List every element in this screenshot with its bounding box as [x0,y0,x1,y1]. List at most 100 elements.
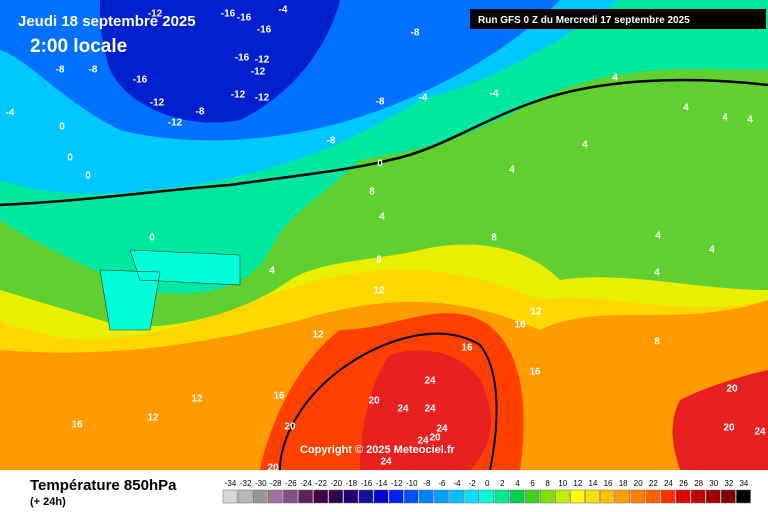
legend-tick-label: -26 [285,479,297,488]
legend-tick-label: -28 [270,479,282,488]
legend-tick-label: -24 [300,479,312,488]
contour-label: 0 [149,233,155,244]
legend-tick-label: -10 [406,479,418,488]
legend-tick-label: 8 [545,479,550,488]
contour-label: -8 [56,65,65,76]
contour-label: 20 [267,463,279,474]
contour-label: 0 [85,171,91,182]
legend-tick-label: -12 [391,479,403,488]
contour-label: -12 [255,55,270,66]
legend-tick-label: -20 [330,479,342,488]
contour-label: 8 [369,187,375,198]
contour-label: -4 [279,5,288,16]
contour-label: -12 [150,98,165,109]
contour-label: -16 [235,53,250,64]
contour-label: 0 [377,159,383,170]
contour-label: 12 [191,394,203,405]
contour-label: 24 [380,457,392,468]
legend-tick-label: 30 [709,479,718,488]
contour-label: -4 [490,89,499,100]
contour-label: 20 [368,396,380,407]
legend-tick-label: 24 [664,479,673,488]
legend-tick-label: 14 [588,479,597,488]
legend-swatch [403,489,419,504]
contour-label: 4 [683,103,689,114]
contour-label: 20 [429,433,441,444]
contour-label: 0 [67,153,73,164]
legend-tick-label: -2 [469,479,477,488]
legend-swatch [509,489,525,504]
legend-swatch [449,489,464,504]
legend-swatch [690,489,706,504]
contour-label: 8 [654,337,660,348]
zero-isotherm [0,78,768,207]
legend-tick-label: -30 [255,479,267,488]
contour-label: 4 [509,165,515,176]
contour-label: -12 [168,118,183,129]
contour-label: 12 [530,307,542,318]
contour-label: -8 [89,65,98,76]
legend-tick-label: -16 [361,479,373,488]
contour-label: 12 [373,286,385,297]
contour-label: -8 [327,136,336,147]
legend-tick-label: 26 [679,479,688,488]
contour-label: 4 [269,266,275,277]
legend-tick-label: -8 [423,479,431,488]
contour-label: 12 [147,413,159,424]
legend-subtitle: (+ 24h) [30,496,66,508]
legend-swatch [313,489,328,504]
legend-tick-label: 34 [739,479,748,488]
legend-tick-label: 2 [500,479,505,488]
legend-title: Température 850hPa [30,477,177,494]
legend-swatch [539,489,555,504]
contour-label: -12 [148,9,163,20]
date-label: Jeudi 18 septembre 2025 [18,13,196,30]
legend-swatch [645,489,661,504]
contour-label: 4 [709,245,715,256]
land-outline [99,249,241,331]
legend-swatch [283,489,298,504]
legend-swatch [494,489,510,504]
contour-label: 4 [379,212,385,223]
contour-label: 4 [747,115,753,126]
legend-swatch [570,489,585,504]
contour-label: 0 [59,122,65,133]
legend-swatch [222,489,238,504]
legend-swatch [600,489,615,504]
legend-tick-label: -32 [240,479,252,488]
legend-swatch [268,489,283,504]
legend-tick-label: 4 [515,479,520,488]
legend-tick-label: -34 [225,479,237,488]
contour-label: 24 [397,404,409,415]
contour-label: -4 [6,108,15,119]
legend-swatch [419,489,434,504]
legend-swatch [388,489,404,504]
contour-label: 16 [273,391,285,402]
band-24 [360,350,491,470]
legend-tick-label: 32 [724,479,733,488]
contour-label: -16 [257,25,272,36]
contour-label: -8 [376,97,385,108]
contour-label: 20 [723,423,735,434]
legend-swatch [675,489,691,504]
run-label: Run GFS 0 Z du Mercredi 17 septembre 202… [478,15,690,26]
contour-label: -4 [419,93,428,104]
contour-label: -8 [196,107,205,118]
contour-label: 24 [754,427,766,438]
legend-tick-label: -4 [453,479,461,488]
legend-tick-label: -6 [438,479,446,488]
contour-label: 24 [424,404,436,415]
contour-label: 20 [284,422,296,433]
contour-label: 20 [726,384,738,395]
contour-label: 4 [722,113,728,124]
contour-label: -16 [237,13,252,24]
legend-tick-label: 6 [530,479,535,488]
legend-tick-label: 16 [604,479,613,488]
legend-swatch [343,489,359,504]
copyright: Copyright © 2025 Meteociel.fr [300,444,456,456]
contour-label: 24 [417,436,429,447]
legend-tick-label: 10 [558,479,567,488]
legend-tick-label: 12 [573,479,582,488]
run-box [470,9,766,29]
